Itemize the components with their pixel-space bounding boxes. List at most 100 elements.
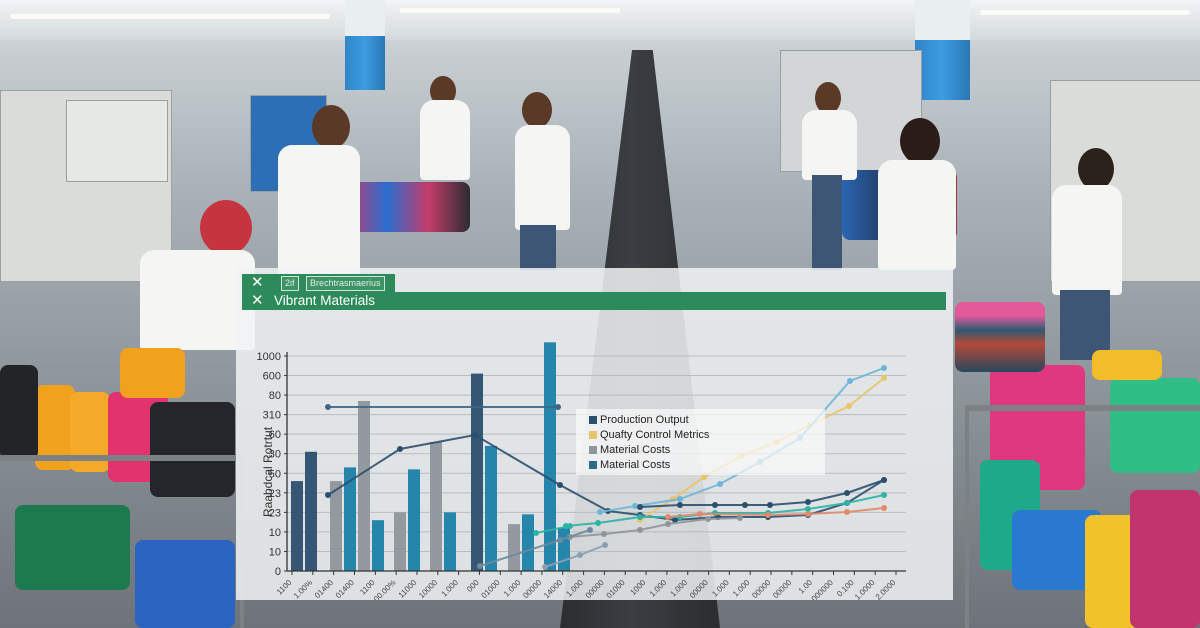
y-axis: 1000 600 80 310 60 30 50 23 23 10 10 0: [257, 351, 288, 578]
close-icon[interactable]: ✕: [251, 274, 264, 291]
data-point-marker: [477, 563, 483, 569]
bars: [291, 342, 570, 571]
y-tick-label: 60: [269, 429, 281, 441]
shoe-soles-table: [345, 182, 470, 232]
data-point-marker: [472, 432, 478, 438]
data-point-marker: [533, 530, 539, 536]
data-point-marker: [765, 512, 771, 518]
bar: [471, 373, 483, 571]
ceiling: [0, 0, 1200, 40]
data-point-marker: [717, 481, 723, 487]
foam-stack-blue: [135, 540, 235, 628]
data-point-marker: [881, 375, 887, 381]
data-point-marker: [805, 511, 811, 517]
data-point-marker: [805, 499, 811, 505]
x-tick-label: 1.000: [440, 578, 461, 599]
bar: [522, 514, 534, 571]
metal-cart: [0, 455, 244, 628]
x-tick-label: 10000: [417, 578, 439, 600]
data-point-marker: [557, 482, 563, 488]
data-point-marker: [844, 509, 850, 515]
x-tick-label: 00000: [584, 578, 606, 600]
data-point-marker: [597, 509, 603, 515]
data-point-marker: [805, 506, 811, 512]
line-series-path: [535, 525, 571, 534]
x-tick-label: 1.000: [669, 578, 690, 599]
chart-legend: Production Output Quafty Control Metrics…: [576, 409, 825, 475]
data-point-marker: [701, 474, 707, 480]
legend-item: Production Output: [589, 413, 689, 427]
ceiling-light: [400, 8, 620, 13]
y-tick-label: 1000: [257, 351, 281, 363]
bar: [372, 520, 384, 571]
bar: [305, 451, 317, 571]
y-axis-title: Raabdcal Rotrtut: [261, 426, 275, 517]
x-tick-label: 00000: [771, 578, 793, 600]
legend-swatch: [589, 446, 597, 454]
data-point-marker: [637, 504, 643, 510]
data-point-marker: [712, 502, 718, 508]
foam-stack-black: [150, 402, 235, 497]
x-tick-label: 11000: [397, 578, 419, 600]
bar: [508, 524, 520, 571]
y-tick-label: 80: [269, 390, 281, 402]
data-point-marker: [665, 521, 671, 527]
bar: [330, 481, 342, 571]
data-point-marker: [555, 404, 561, 410]
data-point-marker: [672, 517, 678, 523]
bar: [394, 512, 406, 571]
data-point-marker: [325, 492, 331, 498]
shoe-soles-stack: [955, 302, 1045, 372]
ribbon-toolbar: ✕ 2if Brechtrasmaerius: [242, 274, 395, 292]
data-point-marker: [742, 502, 748, 508]
y-tick-label: 23: [269, 488, 281, 500]
line-series-path: [569, 517, 741, 538]
x-tick-label: 00000: [688, 578, 710, 600]
data-point-marker: [542, 564, 548, 570]
data-point-marker: [557, 537, 563, 543]
legend-swatch: [589, 461, 597, 469]
line-series-path: [667, 507, 885, 518]
data-point-marker: [844, 500, 850, 506]
x-tick-label: 2.0000: [874, 578, 898, 600]
x-tick-label: 1000: [629, 578, 648, 597]
x-tick-label: 00000: [521, 578, 543, 600]
bar: [430, 442, 442, 571]
data-point-marker: [637, 527, 643, 533]
ceiling-light: [980, 10, 1190, 15]
data-point-marker: [881, 492, 887, 498]
foam-stack-black: [0, 365, 38, 460]
line-series-path: [639, 479, 885, 508]
bar: [485, 445, 497, 571]
blue-pillar: [345, 0, 385, 90]
data-point-marker: [577, 552, 583, 558]
data-point-marker: [844, 490, 850, 496]
spreadsheet-icon[interactable]: 2if: [281, 276, 299, 291]
data-point-marker: [325, 404, 331, 410]
data-point-marker: [705, 516, 711, 522]
ribbon-tab[interactable]: Brechtrasmaerius: [306, 276, 385, 291]
x-tick-label: 14000: [542, 578, 564, 600]
x-tick-label: 01400: [313, 578, 335, 600]
x-tick-label: 01400: [334, 578, 356, 600]
data-point-marker: [881, 505, 887, 511]
x-tick-label: 000000: [810, 578, 836, 600]
bar: [444, 512, 456, 571]
x-tick-label: 00000: [750, 578, 772, 600]
data-point-marker: [677, 502, 683, 508]
close-icon[interactable]: ✕: [251, 292, 264, 309]
chart-panel: ✕ 2if Brechtrasmaerius ✕ Vibrant Materia…: [236, 268, 953, 600]
x-tick-label: 1.00%: [292, 578, 314, 600]
x-tick-label: 01000: [480, 578, 502, 600]
x-tick-label: 000: [465, 578, 481, 594]
bar: [358, 400, 370, 571]
x-tick-label: 1.000: [502, 578, 523, 599]
data-point-marker: [601, 531, 607, 537]
foam-stack-green: [1110, 378, 1200, 473]
data-point-marker: [637, 514, 643, 520]
data-point-marker: [587, 527, 593, 533]
x-tick-label: 1.000: [731, 578, 752, 599]
bar: [558, 528, 570, 571]
